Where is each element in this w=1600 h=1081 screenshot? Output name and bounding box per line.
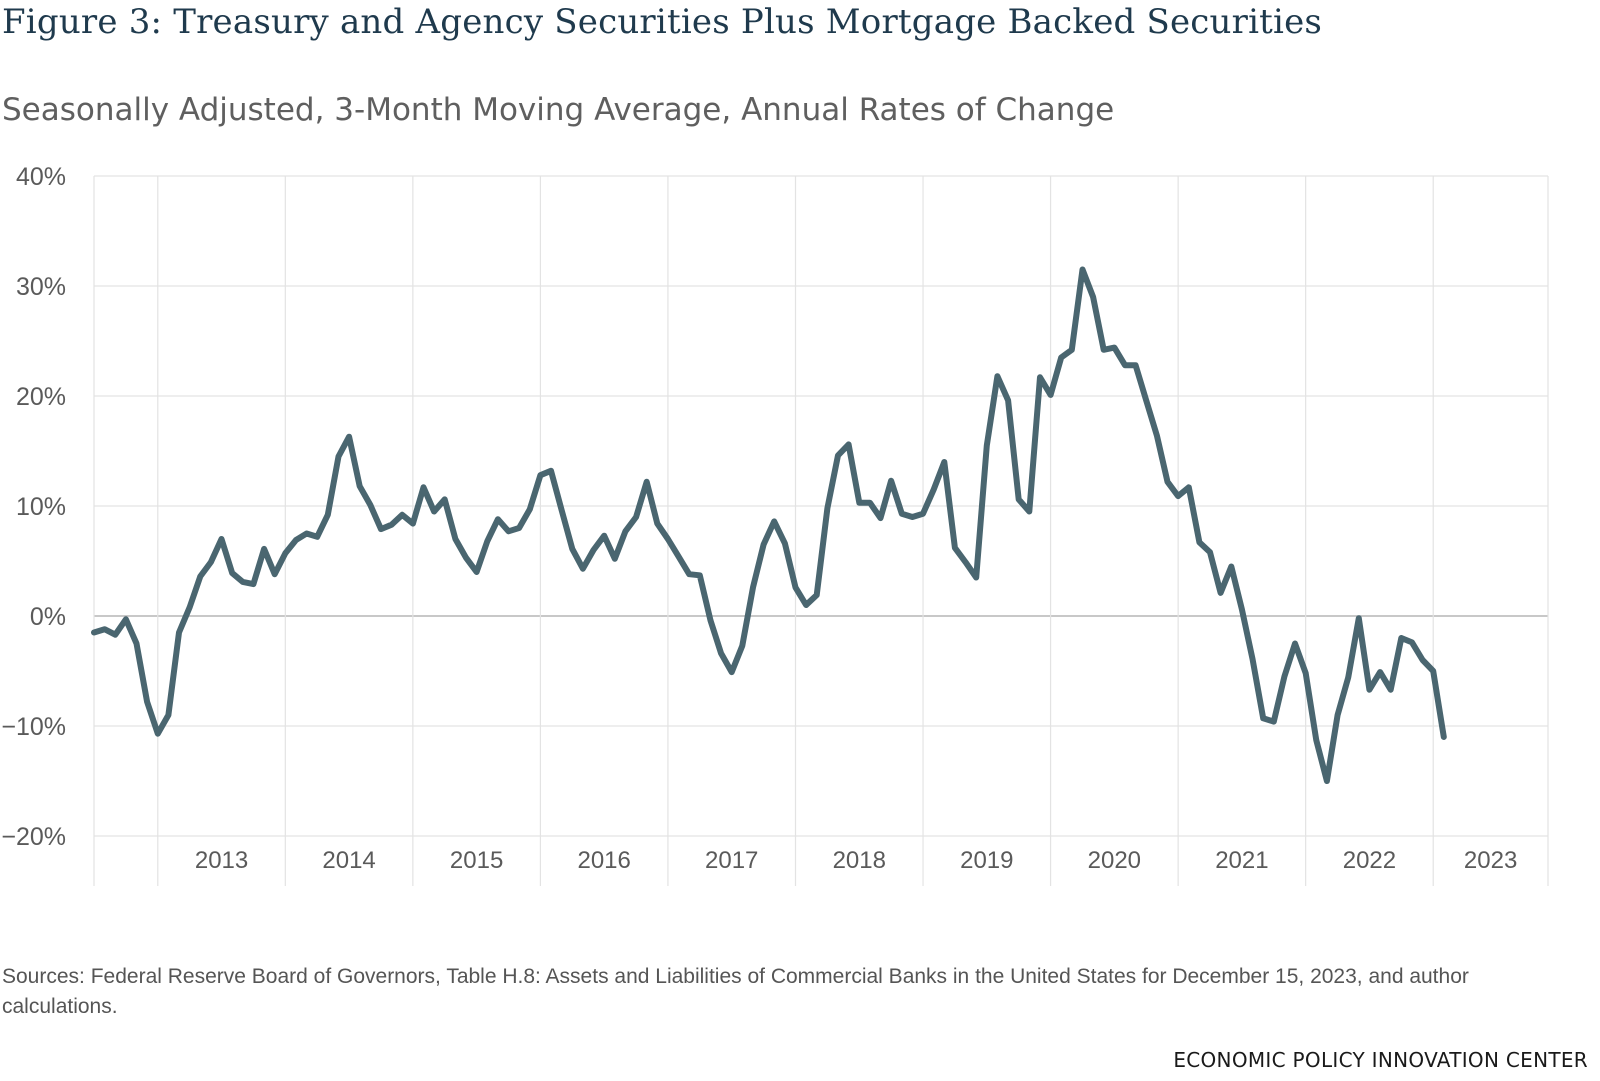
x-tick-label: 2015 [450, 847, 503, 874]
x-tick-label: 2020 [1088, 847, 1141, 874]
chart-subtitle: Seasonally Adjusted, 3-Month Moving Aver… [2, 92, 1115, 128]
line-chart: 40% 30% 20% 10% 0% −10% −20% 2013 2014 2015 2016 20… [1, 163, 1549, 886]
x-tick-label: 2019 [960, 847, 1013, 874]
series-line [91, 266, 1447, 784]
footer-brand: ECONOMIC POLICY INNOVATION CENTER [1173, 1048, 1588, 1072]
x-tick-label: 2016 [577, 847, 630, 874]
y-tick-label: −20% [1, 823, 66, 851]
y-tick-label: 0% [30, 603, 66, 631]
chart-title: Figure 3: Treasury and Agency Securities… [2, 2, 1323, 42]
y-tick-label: 30% [16, 273, 66, 301]
x-tick-label: 2018 [833, 847, 886, 874]
source-note: Sources: Federal Reserve Board of Govern… [2, 965, 1469, 1018]
x-tick-label: 2013 [195, 847, 248, 874]
x-tick-label: 2014 [322, 847, 375, 874]
tick-label-layer: 40% 30% 20% 10% 0% −10% −20% 2013 2014 2015 2016 20… [1, 163, 1517, 874]
series-layer [91, 266, 1447, 784]
x-tick-label: 2022 [1343, 847, 1396, 874]
x-tick-label: 2023 [1464, 847, 1517, 874]
x-tick-label: 2017 [705, 847, 758, 874]
y-tick-label: 40% [16, 163, 66, 191]
grid-layer [93, 175, 1549, 886]
y-tick-label: 20% [16, 383, 66, 411]
y-tick-label: 10% [16, 493, 66, 521]
x-tick-label: 2021 [1215, 847, 1268, 874]
y-tick-label: −10% [1, 713, 66, 741]
